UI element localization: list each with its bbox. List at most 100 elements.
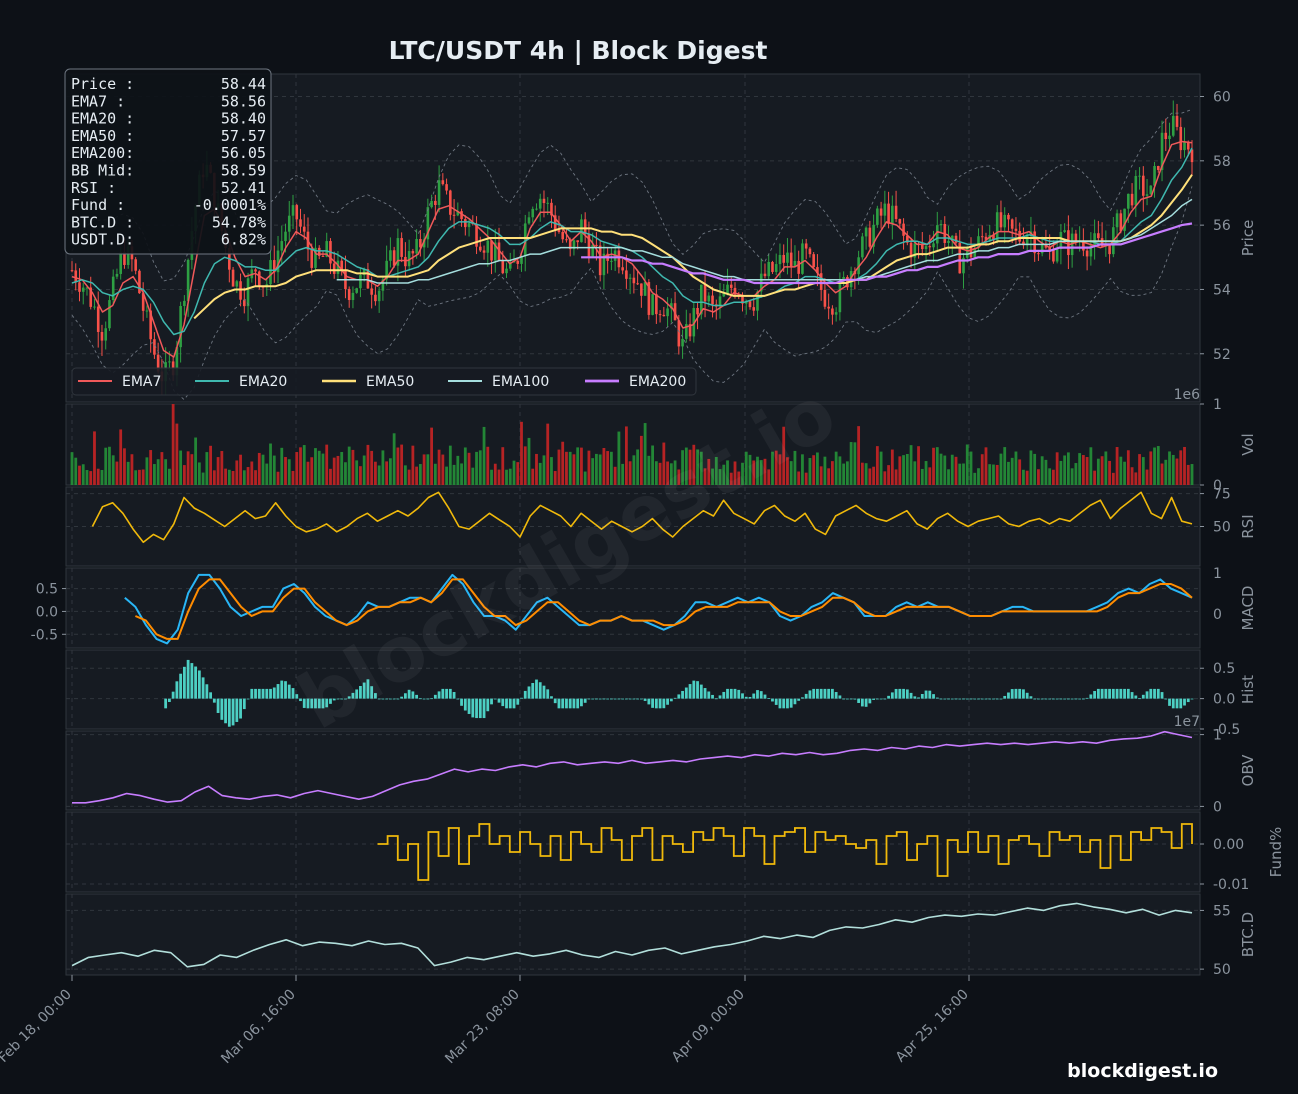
volume-bar	[958, 463, 962, 485]
volume-bar	[153, 464, 156, 485]
volume-bar	[684, 447, 688, 485]
volume-bar	[89, 471, 93, 485]
histogram-bar	[797, 698, 801, 701]
volume-bar	[501, 447, 505, 485]
volume-bar	[557, 449, 561, 485]
candle-body	[677, 320, 681, 347]
volume-bar	[595, 453, 598, 485]
y-tick-label: 75	[1213, 487, 1231, 503]
volume-bar	[145, 457, 149, 485]
volume-bar	[362, 455, 366, 485]
candle-body	[527, 217, 531, 224]
volume-bar	[621, 463, 625, 485]
candle-body	[374, 294, 377, 302]
candle-body	[733, 287, 737, 295]
volume-bar	[134, 470, 138, 485]
histogram-bar	[227, 698, 231, 727]
volume-bar	[70, 452, 74, 485]
histogram-bar	[699, 684, 703, 699]
volume-bar	[254, 470, 257, 485]
volume-bar	[265, 463, 269, 485]
volume-bar	[1029, 450, 1033, 485]
histogram-bar	[287, 684, 291, 699]
candle-body	[977, 236, 980, 249]
histogram-bar	[261, 688, 265, 699]
volume-bar	[156, 459, 160, 485]
volume-bar	[1044, 459, 1048, 485]
histogram-bar	[388, 698, 392, 700]
candle-body	[894, 205, 898, 219]
volume-bar	[793, 450, 797, 485]
volume-bar	[924, 461, 928, 485]
candle-body	[138, 270, 141, 294]
histogram-bar	[508, 698, 512, 709]
volume-bar	[520, 421, 523, 485]
candle-body	[493, 242, 497, 261]
volume-bar	[973, 472, 977, 485]
candle-body	[636, 283, 639, 285]
funding-series	[377, 823, 1193, 881]
histogram-bar	[898, 688, 902, 699]
candle-body	[771, 261, 774, 272]
histogram-bar	[890, 692, 894, 699]
candle-body	[392, 250, 396, 266]
histogram-bar	[759, 691, 763, 699]
candle-body	[696, 307, 699, 315]
volume-bar	[868, 468, 872, 485]
candle-body	[85, 287, 89, 289]
histogram-bar	[905, 689, 909, 699]
candle-body	[729, 284, 733, 288]
histogram-bar	[595, 698, 598, 700]
y-tick-label: 0	[1213, 478, 1222, 494]
histogram-bar	[763, 694, 767, 699]
candle-body	[1179, 126, 1183, 151]
candle-body	[576, 240, 579, 243]
candle-body	[441, 180, 445, 185]
histogram-bar	[801, 697, 804, 699]
histogram-bar	[520, 697, 523, 699]
histogram-bar	[812, 688, 816, 699]
candle-body	[1082, 240, 1085, 251]
histogram-bar	[1018, 688, 1022, 699]
candle-body	[580, 219, 583, 243]
volume-bar	[688, 449, 692, 485]
y-tick-label-right: 0	[1213, 607, 1222, 623]
histogram-bar	[550, 696, 553, 699]
candle-body	[1097, 233, 1100, 239]
volume-bar	[902, 455, 905, 485]
histogram-bar	[445, 688, 448, 699]
histogram-bar	[887, 695, 890, 699]
histogram-bar	[478, 698, 482, 719]
volume-bar	[403, 465, 407, 485]
volume-bar	[242, 470, 246, 485]
volume-bar	[340, 451, 344, 485]
candle-body	[774, 264, 778, 272]
info-label: EMA50 :	[71, 127, 134, 145]
histogram-bar	[385, 698, 389, 700]
volume-bar	[456, 455, 460, 485]
candle-body	[70, 270, 74, 272]
candle-body	[767, 261, 771, 277]
candle-body	[670, 303, 673, 309]
histogram-bar	[909, 692, 913, 699]
volume-bar	[433, 463, 437, 485]
candle-body	[879, 208, 883, 216]
candle-body	[913, 243, 917, 258]
candle-body	[141, 293, 145, 311]
histogram-bar	[688, 684, 692, 699]
histogram-bar	[789, 698, 793, 708]
histogram-bar	[647, 698, 651, 705]
volume-bar	[980, 454, 984, 485]
volume-bar	[104, 447, 108, 485]
candle-body	[104, 328, 108, 341]
histogram-bar	[332, 698, 336, 701]
volume-bar	[576, 447, 580, 485]
candle-body	[864, 227, 868, 237]
histogram-bar	[205, 684, 209, 699]
histogram-bar	[591, 698, 595, 700]
histogram-bar	[984, 698, 988, 700]
histogram-bar	[1156, 688, 1160, 699]
volume-bar	[681, 450, 684, 485]
volume-bar	[1055, 452, 1059, 485]
histogram-bar	[351, 692, 355, 699]
